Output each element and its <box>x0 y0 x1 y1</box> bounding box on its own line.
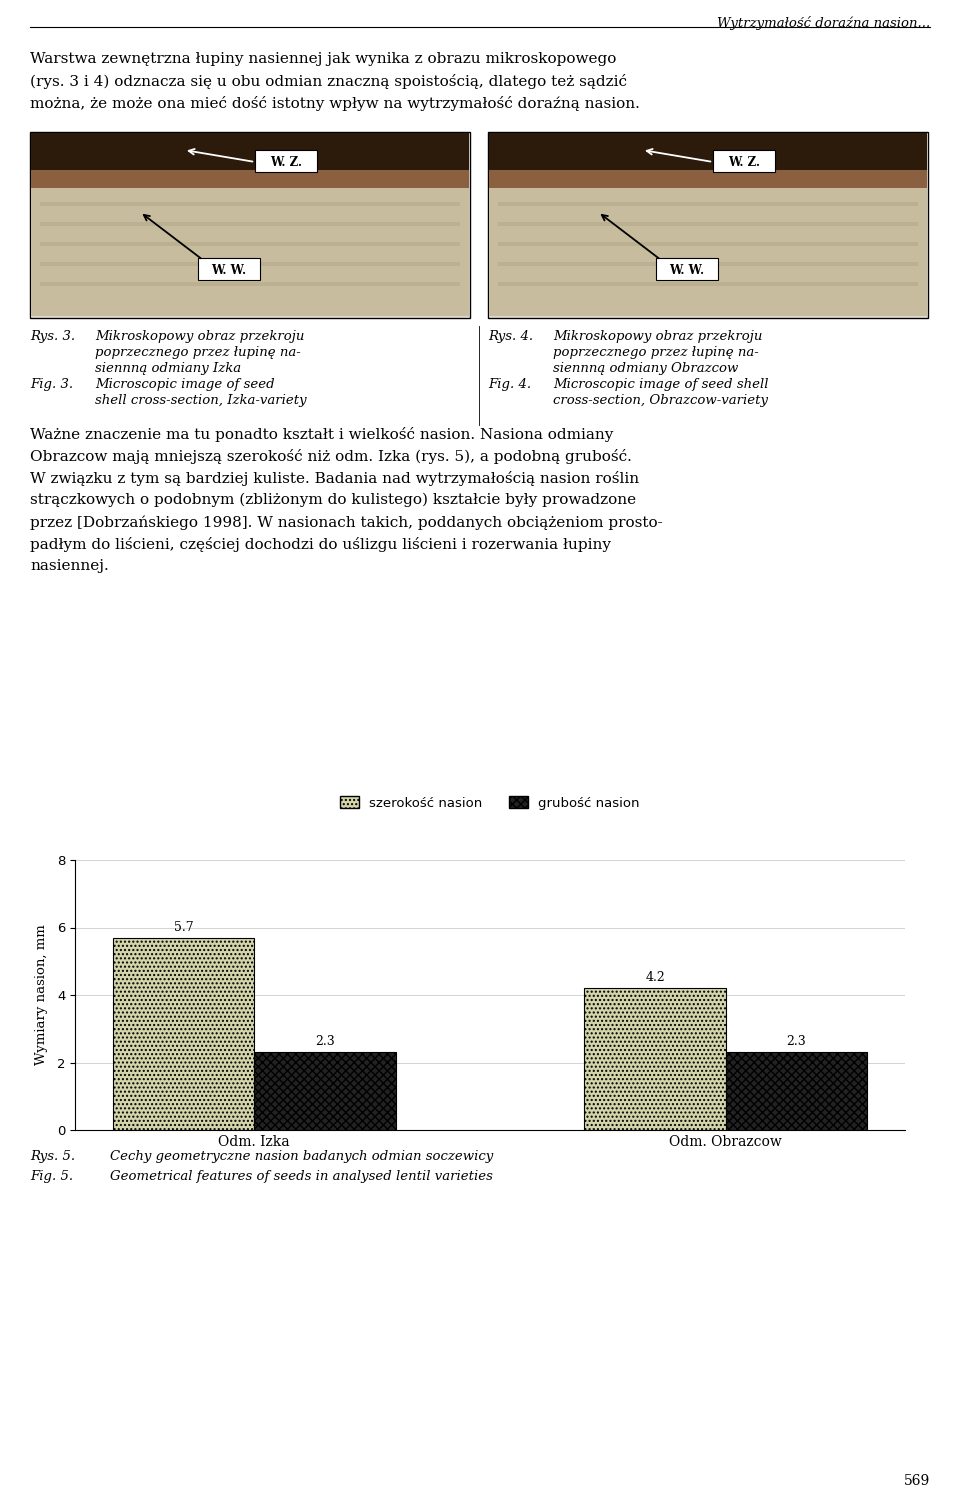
Text: W. Z.: W. Z. <box>729 156 760 170</box>
Text: Rys. 4.: Rys. 4. <box>488 329 533 343</box>
Text: Mikroskopowy obraz przekroju: Mikroskopowy obraz przekroju <box>553 329 762 343</box>
Bar <box>489 188 927 316</box>
Text: nasiennej.: nasiennej. <box>30 559 108 573</box>
Bar <box>498 283 918 286</box>
Bar <box>489 132 927 171</box>
Text: shell cross-section, Izka-variety: shell cross-section, Izka-variety <box>95 394 306 408</box>
Bar <box>489 132 927 317</box>
Text: Geometrical features of seeds in analysed lentil varieties: Geometrical features of seeds in analyse… <box>110 1170 492 1184</box>
Bar <box>31 132 469 171</box>
Text: przez [Dobrzańskiego 1998]. W nasionach takich, poddanych obciążeniom prosto-: przez [Dobrzańskiego 1998]. W nasionach … <box>30 514 662 529</box>
Text: Warstwa zewnętrzna łupiny nasiennej jak wynika z obrazu mikroskopowego: Warstwa zewnętrzna łupiny nasiennej jak … <box>30 53 616 66</box>
Bar <box>726 1053 867 1130</box>
Bar <box>656 259 718 280</box>
Text: można, że może ona mieć dość istotny wpływ na wytrzymałość doraźną nasion.: można, że może ona mieć dość istotny wpł… <box>30 96 640 111</box>
Text: padłym do liścieni, częściej dochodzi do uślizgu liścieni i rozerwania łupiny: padłym do liścieni, częściej dochodzi do… <box>30 537 611 552</box>
Text: poprzecznego przez łupinę na-: poprzecznego przez łupinę na- <box>95 346 300 359</box>
Text: 569: 569 <box>903 1474 930 1487</box>
Text: 5.7: 5.7 <box>174 920 193 934</box>
Text: W. W.: W. W. <box>211 265 247 278</box>
Bar <box>488 132 928 317</box>
Text: Microscopic image of seed shell: Microscopic image of seed shell <box>553 378 769 391</box>
Text: Fig. 4.: Fig. 4. <box>488 378 531 391</box>
Text: 2.3: 2.3 <box>315 1035 335 1048</box>
Text: siennną odmiany Obrazcow: siennną odmiany Obrazcow <box>553 362 738 374</box>
Bar <box>112 937 254 1130</box>
Bar <box>498 202 918 206</box>
Text: Rys. 3.: Rys. 3. <box>30 329 75 343</box>
Bar <box>198 259 260 280</box>
Bar <box>31 188 469 316</box>
Text: strączkowych o podobnym (zbliżonym do kulistego) kształcie były prowadzone: strączkowych o podobnym (zbliżonym do ku… <box>30 493 636 507</box>
Bar <box>255 150 317 171</box>
Bar <box>40 223 460 226</box>
Bar <box>489 170 927 188</box>
Y-axis label: Wymiary nasion, mm: Wymiary nasion, mm <box>36 925 48 1065</box>
Bar <box>31 170 469 188</box>
Text: W. W.: W. W. <box>669 265 705 278</box>
Text: Fig. 5.: Fig. 5. <box>30 1170 73 1184</box>
Text: Ważne znaczenie ma tu ponadto kształt i wielkość nasion. Nasiona odmiany: Ważne znaczenie ma tu ponadto kształt i … <box>30 427 613 442</box>
Bar <box>40 283 460 286</box>
Bar <box>40 262 460 266</box>
Bar <box>713 150 776 171</box>
Text: Mikroskopowy obraz przekroju: Mikroskopowy obraz przekroju <box>95 329 304 343</box>
Text: W związku z tym są bardziej kuliste. Badania nad wytrzymałością nasion roślin: W związku z tym są bardziej kuliste. Bad… <box>30 471 639 486</box>
Text: Microscopic image of seed: Microscopic image of seed <box>95 378 275 391</box>
Bar <box>30 132 470 317</box>
Text: siennną odmiany Izka: siennną odmiany Izka <box>95 362 241 374</box>
Text: 4.2: 4.2 <box>645 972 665 984</box>
Text: Cechy geometryczne nasion badanych odmian soczewicy: Cechy geometryczne nasion badanych odmia… <box>110 1151 493 1163</box>
Bar <box>498 223 918 226</box>
Text: Wytrzymałość doraźna nasion...: Wytrzymałość doraźna nasion... <box>717 17 930 30</box>
Text: (rys. 3 i 4) odznacza się u obu odmian znaczną spoistością, dlatego też sądzić: (rys. 3 i 4) odznacza się u obu odmian z… <box>30 74 627 89</box>
Bar <box>498 242 918 247</box>
Bar <box>40 202 460 206</box>
Text: Rys. 5.: Rys. 5. <box>30 1151 75 1163</box>
Text: W. Z.: W. Z. <box>270 156 302 170</box>
Bar <box>254 1053 396 1130</box>
Text: Obrazcow mają mniejszą szerokość niż odm. Izka (rys. 5), a podobną grubość.: Obrazcow mają mniejszą szerokość niż odm… <box>30 450 632 465</box>
Bar <box>40 242 460 247</box>
Text: poprzecznego przez łupinę na-: poprzecznego przez łupinę na- <box>553 346 758 359</box>
Text: 2.3: 2.3 <box>786 1035 806 1048</box>
Bar <box>498 262 918 266</box>
Text: cross-section, Obrazcow-variety: cross-section, Obrazcow-variety <box>553 394 768 408</box>
Text: Fig. 3.: Fig. 3. <box>30 378 73 391</box>
Bar <box>585 988 726 1130</box>
Bar <box>31 132 469 317</box>
Legend: szerokość nasion, grubość nasion: szerokość nasion, grubość nasion <box>335 791 645 815</box>
